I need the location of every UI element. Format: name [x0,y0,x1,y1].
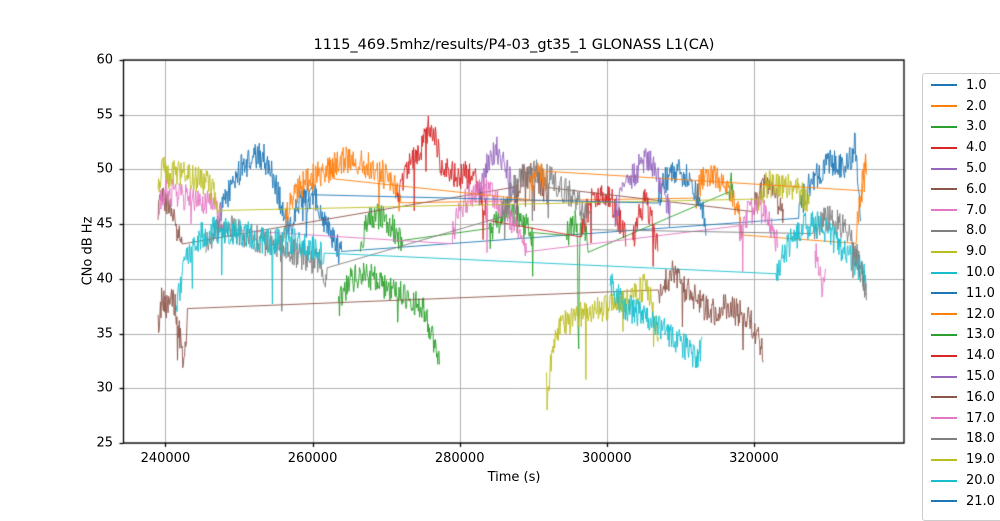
legend-item: 12.0 [923,304,1000,325]
legend-line-swatch [931,209,957,212]
legend-item: 3.0 [923,117,1000,138]
legend-line-swatch [931,292,957,295]
x-tick-label: 280000 [434,451,485,466]
legend-line-swatch [931,271,957,274]
legend-line-swatch [931,417,957,420]
legend-item: 6.0 [923,179,1000,200]
legend-line-swatch [931,313,957,316]
legend-label: 9.0 [966,244,987,260]
x-axis-label: Time (s) [487,470,541,485]
legend-label: 5.0 [966,161,987,177]
legend-line-swatch [931,105,957,108]
legend-line-swatch [931,354,957,357]
legend-label: 8.0 [966,223,987,239]
legend-label: 10.0 [966,265,995,281]
legend-line-swatch [931,229,957,232]
y-tick-label: 45 [96,216,113,232]
x-tick-label: 320000 [729,451,779,466]
legend-line-swatch [931,500,957,503]
legend: 1.0 2.0 3.0 4.0 5.0 6.0 7.0 8.0 9.0 10.0 11.0 12.0 1… [922,73,1000,521]
legend-item: 21.0 [923,491,1000,512]
legend-item: 13.0 [923,325,1000,346]
legend-line-swatch [931,375,957,378]
y-tick-label: 60 [96,52,113,68]
legend-label: 18.0 [966,431,995,447]
legend-line-swatch [931,437,957,440]
legend-line-swatch [931,146,957,149]
legend-item: 7.0 [923,200,1000,221]
legend-line-swatch [931,458,957,461]
x-tick-label: 260000 [287,451,338,466]
legend-item: 9.0 [923,241,1000,262]
legend-label: 14.0 [966,348,995,364]
y-tick-label: 55 [96,107,113,123]
y-tick-label: 35 [96,326,113,342]
legend-item: 19.0 [923,449,1000,470]
legend-label: 3.0 [966,119,987,135]
legend-item: 8.0 [923,221,1000,242]
plot-area [0,0,1000,500]
legend-line-swatch [931,396,957,399]
legend-line-swatch [931,167,957,170]
legend-item: 17.0 [923,408,1000,429]
legend-line-swatch [931,479,957,482]
y-tick-label: 25 [96,435,113,451]
legend-label: 6.0 [966,181,987,197]
chart-title: 1115_469.5mhz/results/P4-03_gt35_1 GLONA… [313,37,715,53]
legend-label: 7.0 [966,202,987,218]
y-axis-label: CNo dB Hz [80,216,96,286]
legend-label: 11.0 [966,285,995,301]
legend-item: 15.0 [923,366,1000,387]
legend-line-swatch [931,84,957,87]
y-tick-label: 40 [96,271,113,287]
legend-item: 1.0 [923,75,1000,96]
legend-label: 19.0 [966,452,995,468]
legend-label: 4.0 [966,140,987,156]
legend-item: 11.0 [923,283,1000,304]
legend-item: 5.0 [923,158,1000,179]
x-tick-label: 300000 [581,451,632,466]
legend-label: 13.0 [966,327,995,343]
legend-label: 12.0 [966,306,995,322]
legend-item: 18.0 [923,429,1000,450]
legend-label: 16.0 [966,389,995,405]
legend-label: 20.0 [966,473,995,489]
legend-line-swatch [931,250,957,253]
legend-line-swatch [931,333,957,336]
legend-label: 15.0 [966,369,995,385]
legend-item: 20.0 [923,470,1000,491]
legend-label: 1.0 [966,77,987,93]
y-tick-label: 50 [96,161,113,177]
legend-item: 14.0 [923,345,1000,366]
legend-line-swatch [931,125,957,128]
legend-label: 2.0 [966,98,987,114]
x-tick-label: 240000 [140,451,191,466]
legend-item: 4.0 [923,137,1000,158]
legend-item: 2.0 [923,96,1000,117]
y-tick-label: 30 [96,380,113,396]
legend-line-swatch [931,188,957,191]
legend-item: 16.0 [923,387,1000,408]
legend-label: 17.0 [966,410,995,426]
legend-item: 10.0 [923,262,1000,283]
legend-label: 21.0 [966,493,995,509]
